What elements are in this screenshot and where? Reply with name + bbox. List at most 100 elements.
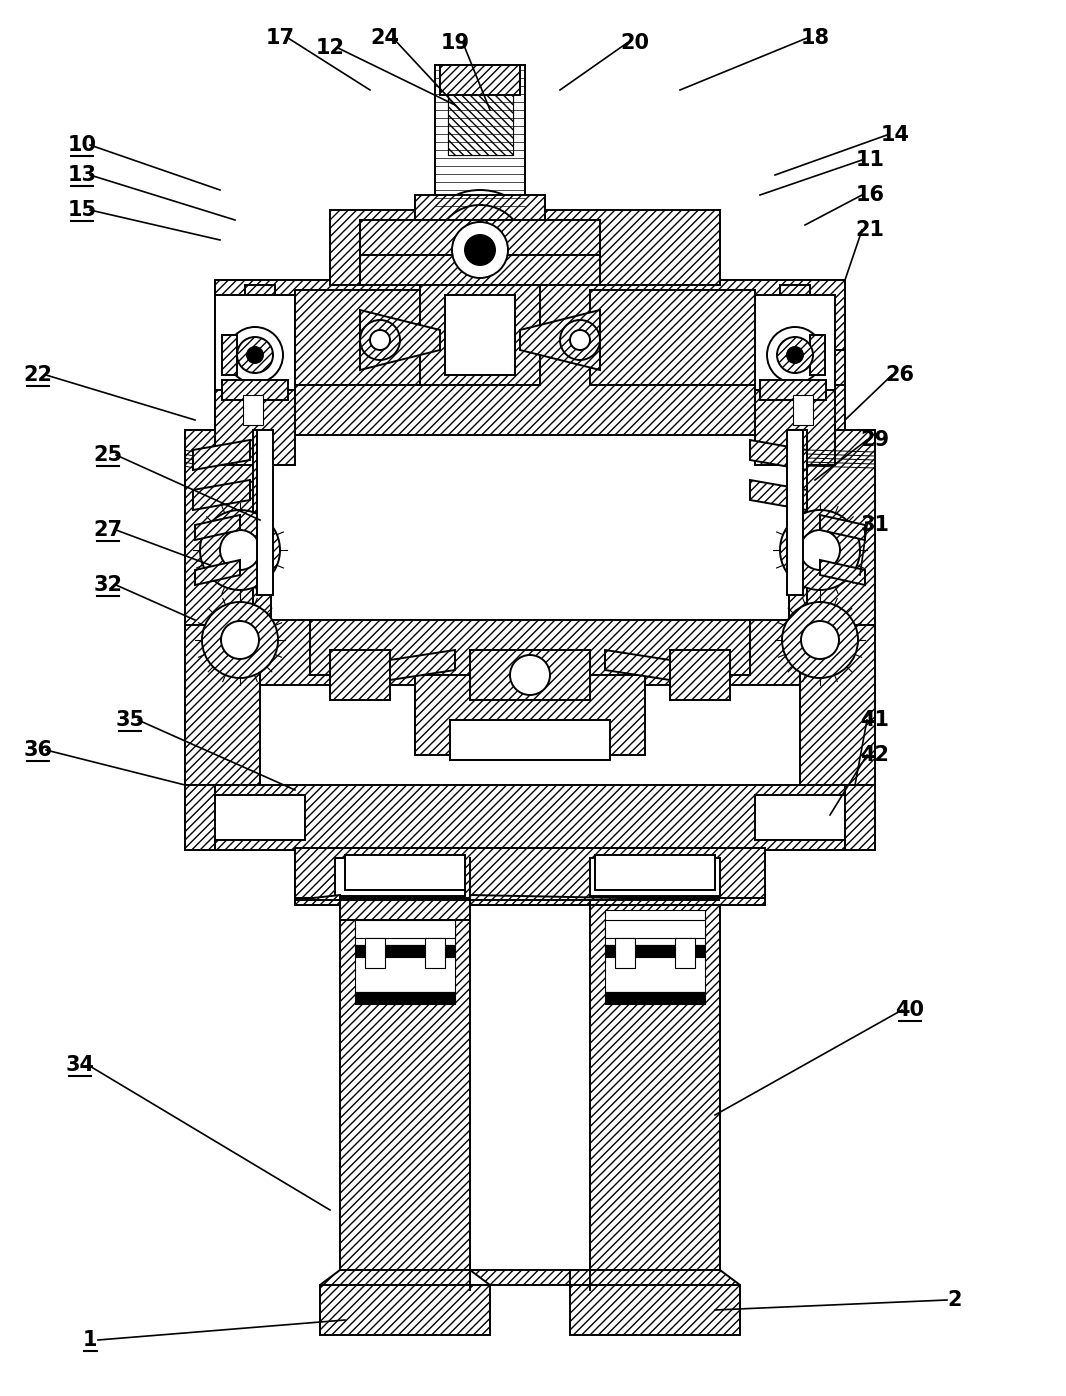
Bar bbox=[810, 335, 825, 376]
Bar bbox=[330, 209, 720, 285]
Polygon shape bbox=[520, 310, 600, 370]
Circle shape bbox=[780, 510, 860, 591]
Text: 22: 22 bbox=[23, 364, 52, 385]
Circle shape bbox=[227, 327, 282, 383]
Polygon shape bbox=[360, 310, 440, 370]
Bar bbox=[185, 785, 875, 850]
Text: 32: 32 bbox=[94, 575, 123, 595]
Bar bbox=[605, 958, 705, 993]
Bar bbox=[445, 295, 515, 376]
Text: 14: 14 bbox=[881, 126, 909, 145]
Bar bbox=[295, 850, 765, 905]
Text: 16: 16 bbox=[856, 186, 885, 205]
Polygon shape bbox=[390, 651, 455, 680]
Bar bbox=[755, 295, 835, 389]
Bar bbox=[355, 920, 455, 938]
Bar bbox=[448, 75, 513, 155]
Circle shape bbox=[465, 235, 495, 265]
Bar bbox=[730, 350, 845, 385]
Bar bbox=[253, 430, 271, 630]
Bar bbox=[215, 385, 295, 465]
Bar bbox=[589, 290, 755, 385]
Bar bbox=[185, 430, 260, 794]
Bar bbox=[845, 785, 875, 850]
Text: 40: 40 bbox=[895, 1000, 924, 1020]
Bar bbox=[605, 910, 705, 945]
Bar bbox=[425, 938, 445, 967]
Polygon shape bbox=[820, 515, 865, 540]
Circle shape bbox=[777, 336, 813, 373]
Circle shape bbox=[801, 621, 839, 659]
Bar bbox=[222, 335, 237, 376]
Bar bbox=[448, 75, 513, 155]
Text: 36: 36 bbox=[23, 740, 52, 759]
Bar bbox=[185, 790, 240, 850]
Bar bbox=[675, 938, 695, 967]
Circle shape bbox=[510, 655, 550, 695]
Text: 31: 31 bbox=[860, 515, 889, 535]
Text: 25: 25 bbox=[94, 445, 123, 465]
Polygon shape bbox=[193, 480, 251, 510]
Bar bbox=[185, 790, 875, 850]
Circle shape bbox=[420, 190, 540, 310]
Bar bbox=[335, 859, 465, 896]
Polygon shape bbox=[330, 651, 390, 699]
Bar bbox=[440, 66, 520, 95]
Polygon shape bbox=[295, 895, 340, 900]
Bar bbox=[355, 945, 455, 958]
Text: 2: 2 bbox=[948, 1290, 963, 1309]
Bar bbox=[340, 900, 470, 1290]
Bar bbox=[789, 430, 807, 630]
Text: 29: 29 bbox=[860, 430, 889, 450]
Bar bbox=[570, 1284, 740, 1335]
Bar bbox=[589, 859, 720, 896]
Polygon shape bbox=[195, 515, 240, 540]
Circle shape bbox=[221, 621, 259, 659]
Bar bbox=[435, 66, 524, 281]
Circle shape bbox=[787, 348, 803, 363]
Bar bbox=[755, 385, 835, 465]
Bar bbox=[360, 221, 600, 255]
Bar bbox=[450, 720, 610, 759]
Circle shape bbox=[782, 602, 858, 678]
Bar bbox=[340, 900, 470, 920]
Bar bbox=[355, 958, 455, 993]
Bar bbox=[595, 854, 715, 891]
Bar bbox=[780, 285, 810, 355]
Bar bbox=[793, 395, 813, 424]
Polygon shape bbox=[195, 560, 240, 585]
Bar bbox=[435, 66, 524, 209]
Circle shape bbox=[800, 530, 840, 570]
Bar bbox=[222, 380, 288, 401]
Bar bbox=[420, 285, 540, 385]
Bar bbox=[589, 900, 720, 1290]
Bar bbox=[615, 938, 635, 967]
Circle shape bbox=[220, 530, 260, 570]
Text: 27: 27 bbox=[94, 519, 123, 540]
Polygon shape bbox=[193, 440, 251, 470]
Bar bbox=[355, 993, 455, 1004]
Text: 1: 1 bbox=[83, 1330, 97, 1350]
Text: 24: 24 bbox=[371, 28, 400, 47]
Bar bbox=[320, 1284, 490, 1335]
Polygon shape bbox=[320, 1270, 470, 1284]
Text: 19: 19 bbox=[440, 34, 469, 53]
Bar bbox=[185, 785, 215, 850]
Bar bbox=[295, 290, 461, 385]
Bar bbox=[295, 847, 765, 898]
Circle shape bbox=[452, 222, 508, 278]
Text: 12: 12 bbox=[316, 38, 344, 59]
Polygon shape bbox=[570, 1270, 740, 1284]
Text: 15: 15 bbox=[67, 200, 97, 221]
Text: 13: 13 bbox=[67, 165, 97, 186]
Polygon shape bbox=[750, 440, 807, 470]
Circle shape bbox=[768, 327, 823, 383]
Text: 10: 10 bbox=[67, 135, 97, 155]
Text: 34: 34 bbox=[65, 1055, 95, 1075]
Bar bbox=[760, 380, 826, 401]
Bar bbox=[215, 350, 330, 385]
Bar bbox=[787, 430, 803, 595]
Bar bbox=[605, 993, 705, 1004]
Bar bbox=[257, 430, 273, 595]
Bar bbox=[800, 430, 875, 794]
